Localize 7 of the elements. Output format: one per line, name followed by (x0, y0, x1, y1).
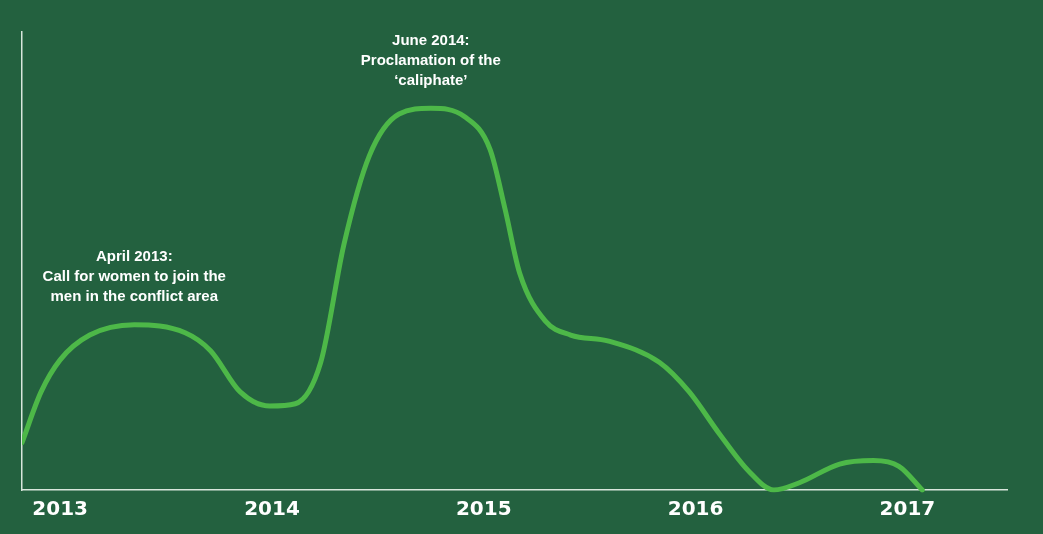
x-tick-label: 2015 (455, 496, 512, 521)
x-tick-label: 2013 (32, 496, 88, 521)
x-tick-label: 2017 (879, 496, 936, 521)
x-tick-label: 2016 (667, 496, 724, 521)
annotation: June 2014: Proclamation of the ‘caliphate’ (360, 30, 501, 88)
x-tick-label: 2014 (244, 496, 300, 521)
annotation: April 2013: Call for women to join the men in the conflict area (42, 247, 226, 305)
